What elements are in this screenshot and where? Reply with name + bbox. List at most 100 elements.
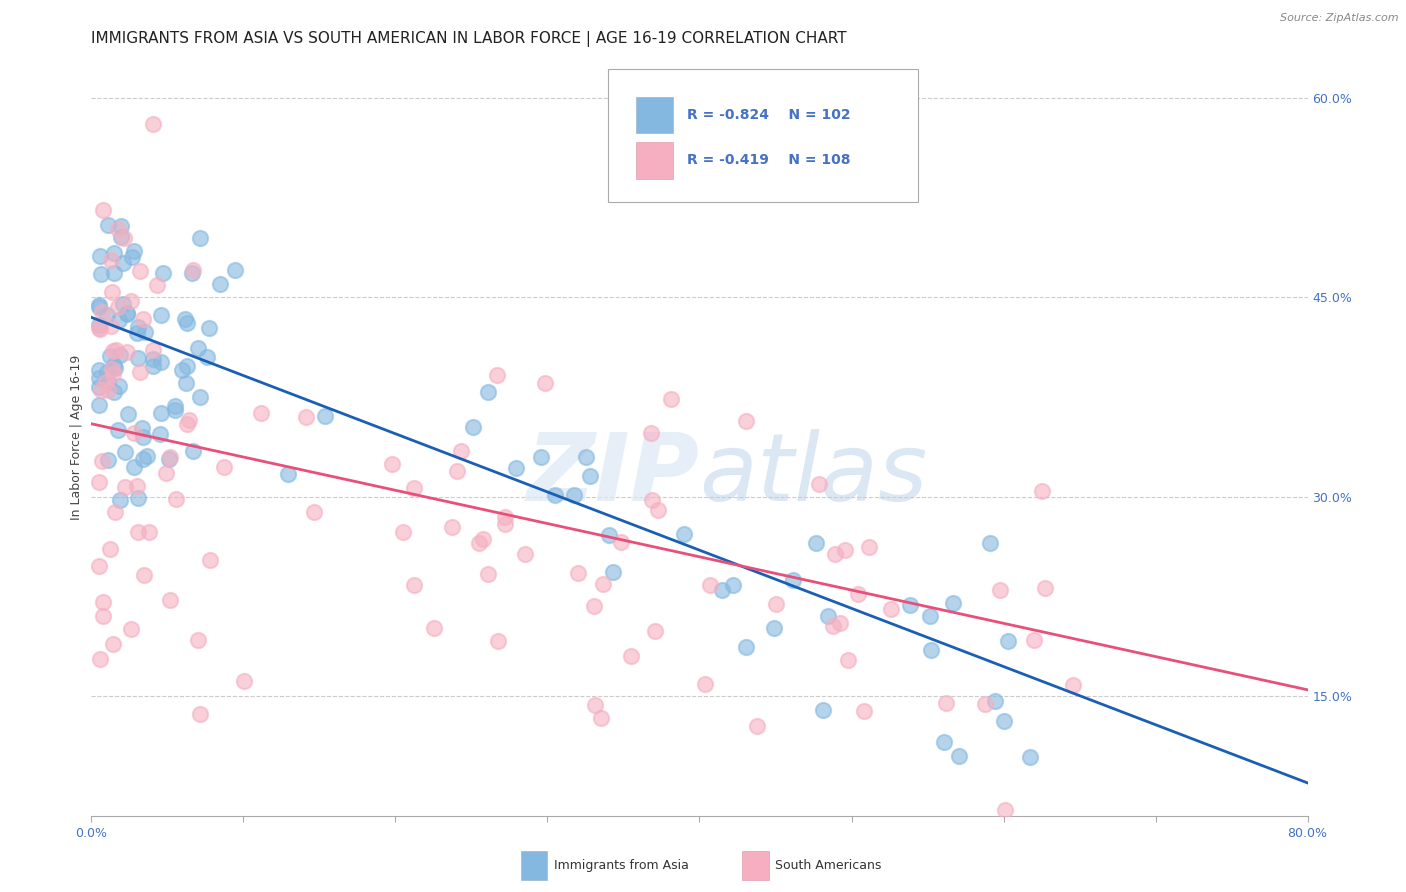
South Americans — [129, 365, 152, 379]
South Americans — [132, 311, 155, 326]
South Americans — [181, 263, 204, 277]
South Americans — [101, 361, 124, 376]
Immigrants from Asia — [115, 306, 138, 320]
South Americans — [472, 532, 495, 546]
South Americans — [142, 117, 165, 131]
Immigrants from Asia — [96, 365, 118, 379]
Immigrants from Asia — [762, 621, 785, 635]
Immigrants from Asia — [103, 358, 125, 372]
Immigrants from Asia — [117, 407, 139, 421]
Text: ZIP: ZIP — [527, 429, 699, 521]
South Americans — [486, 634, 509, 648]
South Americans — [973, 698, 995, 712]
South Americans — [100, 252, 122, 267]
Immigrants from Asia — [87, 363, 110, 377]
FancyBboxPatch shape — [742, 851, 769, 880]
South Americans — [104, 343, 127, 357]
South Americans — [101, 344, 124, 359]
Immigrants from Asia — [165, 399, 187, 413]
South Americans — [592, 577, 614, 591]
Immigrants from Asia — [97, 453, 120, 467]
Immigrants from Asia — [157, 452, 180, 467]
South Americans — [846, 586, 869, 600]
Immigrants from Asia — [811, 703, 834, 717]
South Americans — [120, 293, 142, 308]
South Americans — [495, 510, 517, 524]
South Americans — [146, 277, 169, 292]
Immigrants from Asia — [125, 326, 148, 341]
South Americans — [1031, 484, 1053, 499]
Immigrants from Asia — [948, 748, 970, 763]
South Americans — [198, 553, 221, 567]
South Americans — [640, 426, 662, 441]
South Americans — [807, 476, 830, 491]
Immigrants from Asia — [122, 460, 145, 475]
Immigrants from Asia — [163, 403, 186, 417]
South Americans — [138, 525, 160, 540]
South Americans — [114, 480, 136, 494]
South Americans — [159, 450, 181, 464]
Immigrants from Asia — [110, 348, 132, 362]
Immigrants from Asia — [461, 419, 484, 434]
South Americans — [304, 505, 326, 519]
Immigrants from Asia — [115, 307, 138, 321]
Immigrants from Asia — [710, 583, 733, 598]
South Americans — [391, 524, 413, 539]
South Americans — [295, 409, 318, 424]
Text: R = -0.419    N = 108: R = -0.419 N = 108 — [688, 153, 851, 168]
South Americans — [735, 413, 758, 427]
South Americans — [98, 541, 121, 556]
South Americans — [107, 222, 129, 236]
Immigrants from Asia — [477, 384, 499, 399]
FancyBboxPatch shape — [637, 96, 672, 133]
Immigrants from Asia — [174, 376, 197, 391]
Immigrants from Asia — [108, 313, 131, 327]
South Americans — [87, 475, 110, 489]
South Americans — [103, 367, 125, 381]
South Americans — [468, 536, 491, 550]
Immigrants from Asia — [150, 309, 173, 323]
South Americans — [155, 466, 177, 480]
Immigrants from Asia — [89, 267, 111, 281]
Text: Immigrants from Asia: Immigrants from Asia — [554, 859, 689, 872]
Immigrants from Asia — [176, 359, 198, 373]
Immigrants from Asia — [131, 421, 153, 435]
South Americans — [165, 492, 187, 507]
Immigrants from Asia — [993, 714, 1015, 728]
South Americans — [91, 595, 114, 609]
FancyBboxPatch shape — [637, 142, 672, 178]
South Americans — [591, 711, 613, 725]
South Americans — [852, 704, 875, 718]
Immigrants from Asia — [187, 341, 209, 355]
FancyBboxPatch shape — [520, 851, 547, 880]
Immigrants from Asia — [735, 640, 758, 654]
South Americans — [104, 505, 127, 519]
South Americans — [533, 376, 555, 390]
Immigrants from Asia — [127, 491, 149, 505]
Immigrants from Asia — [181, 444, 204, 458]
South Americans — [87, 321, 110, 335]
Immigrants from Asia — [121, 250, 143, 264]
South Americans — [404, 578, 426, 592]
Immigrants from Asia — [152, 266, 174, 280]
South Americans — [610, 534, 633, 549]
Immigrants from Asia — [107, 423, 129, 437]
South Americans — [494, 516, 516, 531]
Immigrants from Asia — [114, 444, 136, 458]
Immigrants from Asia — [127, 351, 149, 365]
South Americans — [142, 343, 165, 357]
South Americans — [699, 578, 721, 592]
Immigrants from Asia — [89, 249, 111, 263]
South Americans — [89, 651, 111, 665]
Immigrants from Asia — [112, 297, 135, 311]
Immigrants from Asia — [174, 312, 197, 326]
South Americans — [101, 637, 124, 651]
Immigrants from Asia — [97, 218, 120, 232]
Immigrants from Asia — [180, 266, 202, 280]
Immigrants from Asia — [983, 694, 1005, 708]
Text: atlas: atlas — [699, 429, 928, 521]
Immigrants from Asia — [149, 426, 172, 441]
South Americans — [89, 322, 111, 336]
Text: South Americans: South Americans — [775, 859, 882, 872]
Immigrants from Asia — [804, 536, 827, 550]
